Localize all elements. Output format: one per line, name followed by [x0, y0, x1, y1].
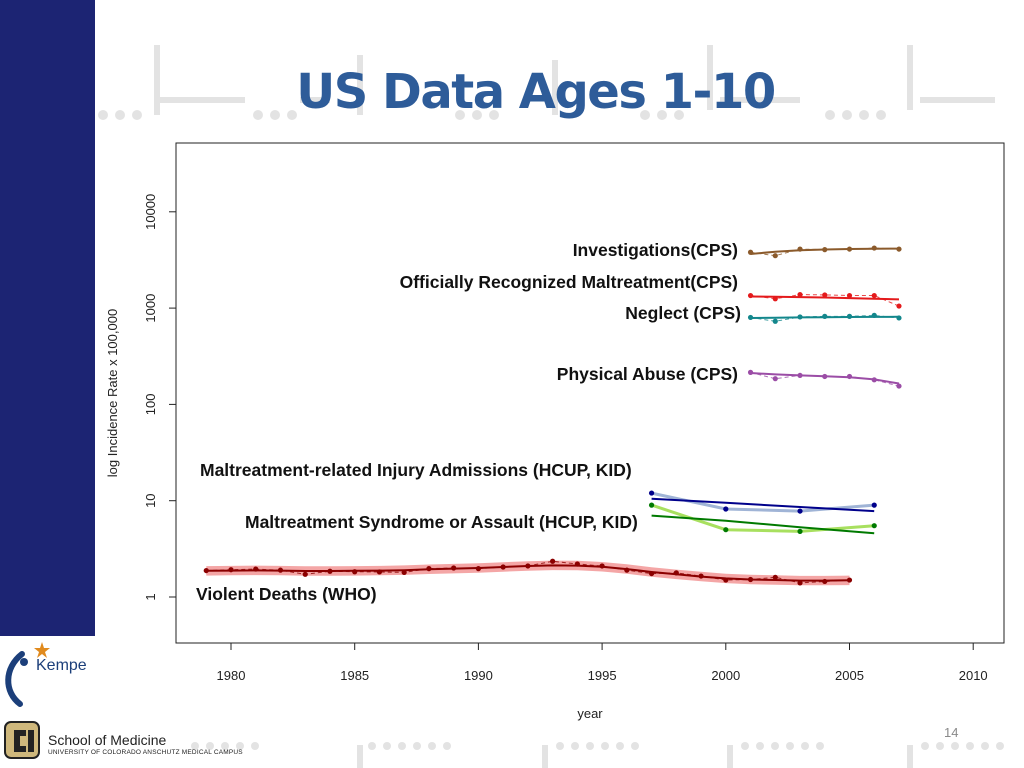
series-6-point — [698, 573, 704, 579]
series-0-label: Investigations(CPS) — [573, 240, 738, 260]
series-6-point — [550, 558, 556, 564]
series-6-point — [624, 567, 630, 573]
series-1-point — [871, 292, 877, 299]
x-tick-label: 2005 — [835, 668, 864, 683]
series-1-point — [747, 292, 754, 299]
series-6-point — [500, 564, 506, 570]
x-tick-label: 1990 — [464, 668, 493, 683]
cu-school-of-medicine-logo — [0, 712, 44, 768]
series-5-label: Maltreatment Syndrome or Assault (HCUP, … — [245, 512, 638, 532]
series-5-point — [723, 527, 729, 533]
series-2-point — [822, 313, 828, 319]
series-6-point — [475, 566, 481, 572]
series-6-point — [599, 563, 605, 569]
series-6-point — [302, 571, 308, 577]
series-6-point — [846, 577, 853, 583]
x-tick-label: 2010 — [959, 668, 988, 683]
series-6-point — [723, 577, 729, 583]
series-2-label: Neglect (CPS) — [625, 303, 741, 323]
series-6-point — [376, 569, 383, 575]
series-2-point — [772, 318, 778, 324]
x-tick-label: 1980 — [217, 668, 246, 683]
series-4-point — [797, 508, 803, 514]
series-6-point — [426, 566, 432, 572]
series-6-point — [822, 578, 828, 585]
series-1-point — [772, 296, 778, 302]
series-1-point — [896, 303, 902, 309]
series-3-point — [747, 369, 754, 375]
series-6-point — [772, 574, 778, 580]
x-tick-label: 1995 — [588, 668, 617, 683]
series-4-point — [871, 502, 877, 508]
series-3-point — [846, 373, 853, 380]
university-subtitle: UNIVERSITY OF COLORADO ANSCHUTZ MEDICAL … — [48, 749, 243, 756]
series-0-point — [896, 246, 902, 252]
series-0-point — [772, 253, 778, 259]
series-1-point — [797, 292, 803, 298]
series-1-point — [846, 292, 853, 299]
kempe-logo-text: Kempe — [36, 657, 87, 674]
x-tick-label: 2000 — [711, 668, 740, 683]
series-3-label: Physical Abuse (CPS) — [557, 364, 738, 384]
series-6-point — [228, 567, 234, 573]
series-6-point — [203, 567, 209, 574]
series-6-point — [673, 570, 679, 576]
series-6-point — [747, 576, 754, 583]
series-6-label: Violent Deaths (WHO) — [196, 584, 377, 604]
series-1-label: Officially Recognized Maltreatment(CPS) — [400, 272, 738, 292]
plot-frame — [175, 142, 1005, 644]
y-axis-label: log Incidence Rate x 100,000 — [105, 309, 120, 477]
series-3-point — [772, 376, 778, 382]
school-of-medicine-text: School of Medicine — [48, 732, 167, 748]
series-6-point — [352, 569, 358, 575]
x-tick-label: 1985 — [340, 668, 369, 683]
slide-title: US Data Ages 1-10 — [296, 64, 776, 120]
y-tick-label: 100 — [143, 394, 158, 416]
series-4-label: Maltreatment-related Injury Admissions (… — [200, 460, 632, 480]
series-4-trend-line — [651, 497, 875, 513]
series-1-point — [822, 292, 828, 298]
series-3-point — [896, 383, 902, 389]
series-5-trend-line — [651, 514, 875, 535]
series-0-point — [822, 247, 828, 253]
series-5-point — [797, 528, 803, 534]
series-0-point — [846, 246, 853, 252]
series-4-point — [648, 490, 655, 496]
series-6-point — [574, 561, 580, 567]
series-6-point — [253, 566, 259, 572]
y-tick-label: 1000 — [143, 294, 158, 323]
y-tick-label: 1 — [143, 593, 158, 600]
x-axis-label: year — [577, 706, 603, 721]
series-5-point — [648, 502, 655, 508]
series-6-point — [401, 569, 407, 576]
series-2-point — [846, 313, 853, 319]
series-0-point — [797, 246, 803, 252]
series-6-point — [525, 563, 531, 569]
series-6-point — [277, 567, 284, 573]
series-0-point — [747, 249, 754, 255]
series-5-point — [871, 523, 877, 529]
kempe-logo — [5, 642, 50, 707]
series-4-point — [723, 506, 729, 512]
series-2-point — [871, 312, 877, 318]
y-tick-label: 10000 — [143, 194, 158, 230]
page-number: 14 — [944, 725, 959, 740]
series-3-point — [871, 377, 877, 383]
y-tick-label: 10 — [143, 493, 158, 507]
series-2-point — [747, 314, 754, 321]
series-3-point — [797, 372, 803, 379]
series-2-point — [797, 314, 803, 320]
series-6-point — [327, 568, 333, 574]
series-6-confidence-band — [206, 560, 850, 586]
series-6-point — [648, 570, 655, 577]
series-2-point — [896, 315, 902, 321]
series-0-point — [871, 245, 877, 251]
series-3-point — [822, 373, 828, 380]
series-6-point — [797, 580, 803, 586]
series-6-point — [451, 565, 457, 571]
